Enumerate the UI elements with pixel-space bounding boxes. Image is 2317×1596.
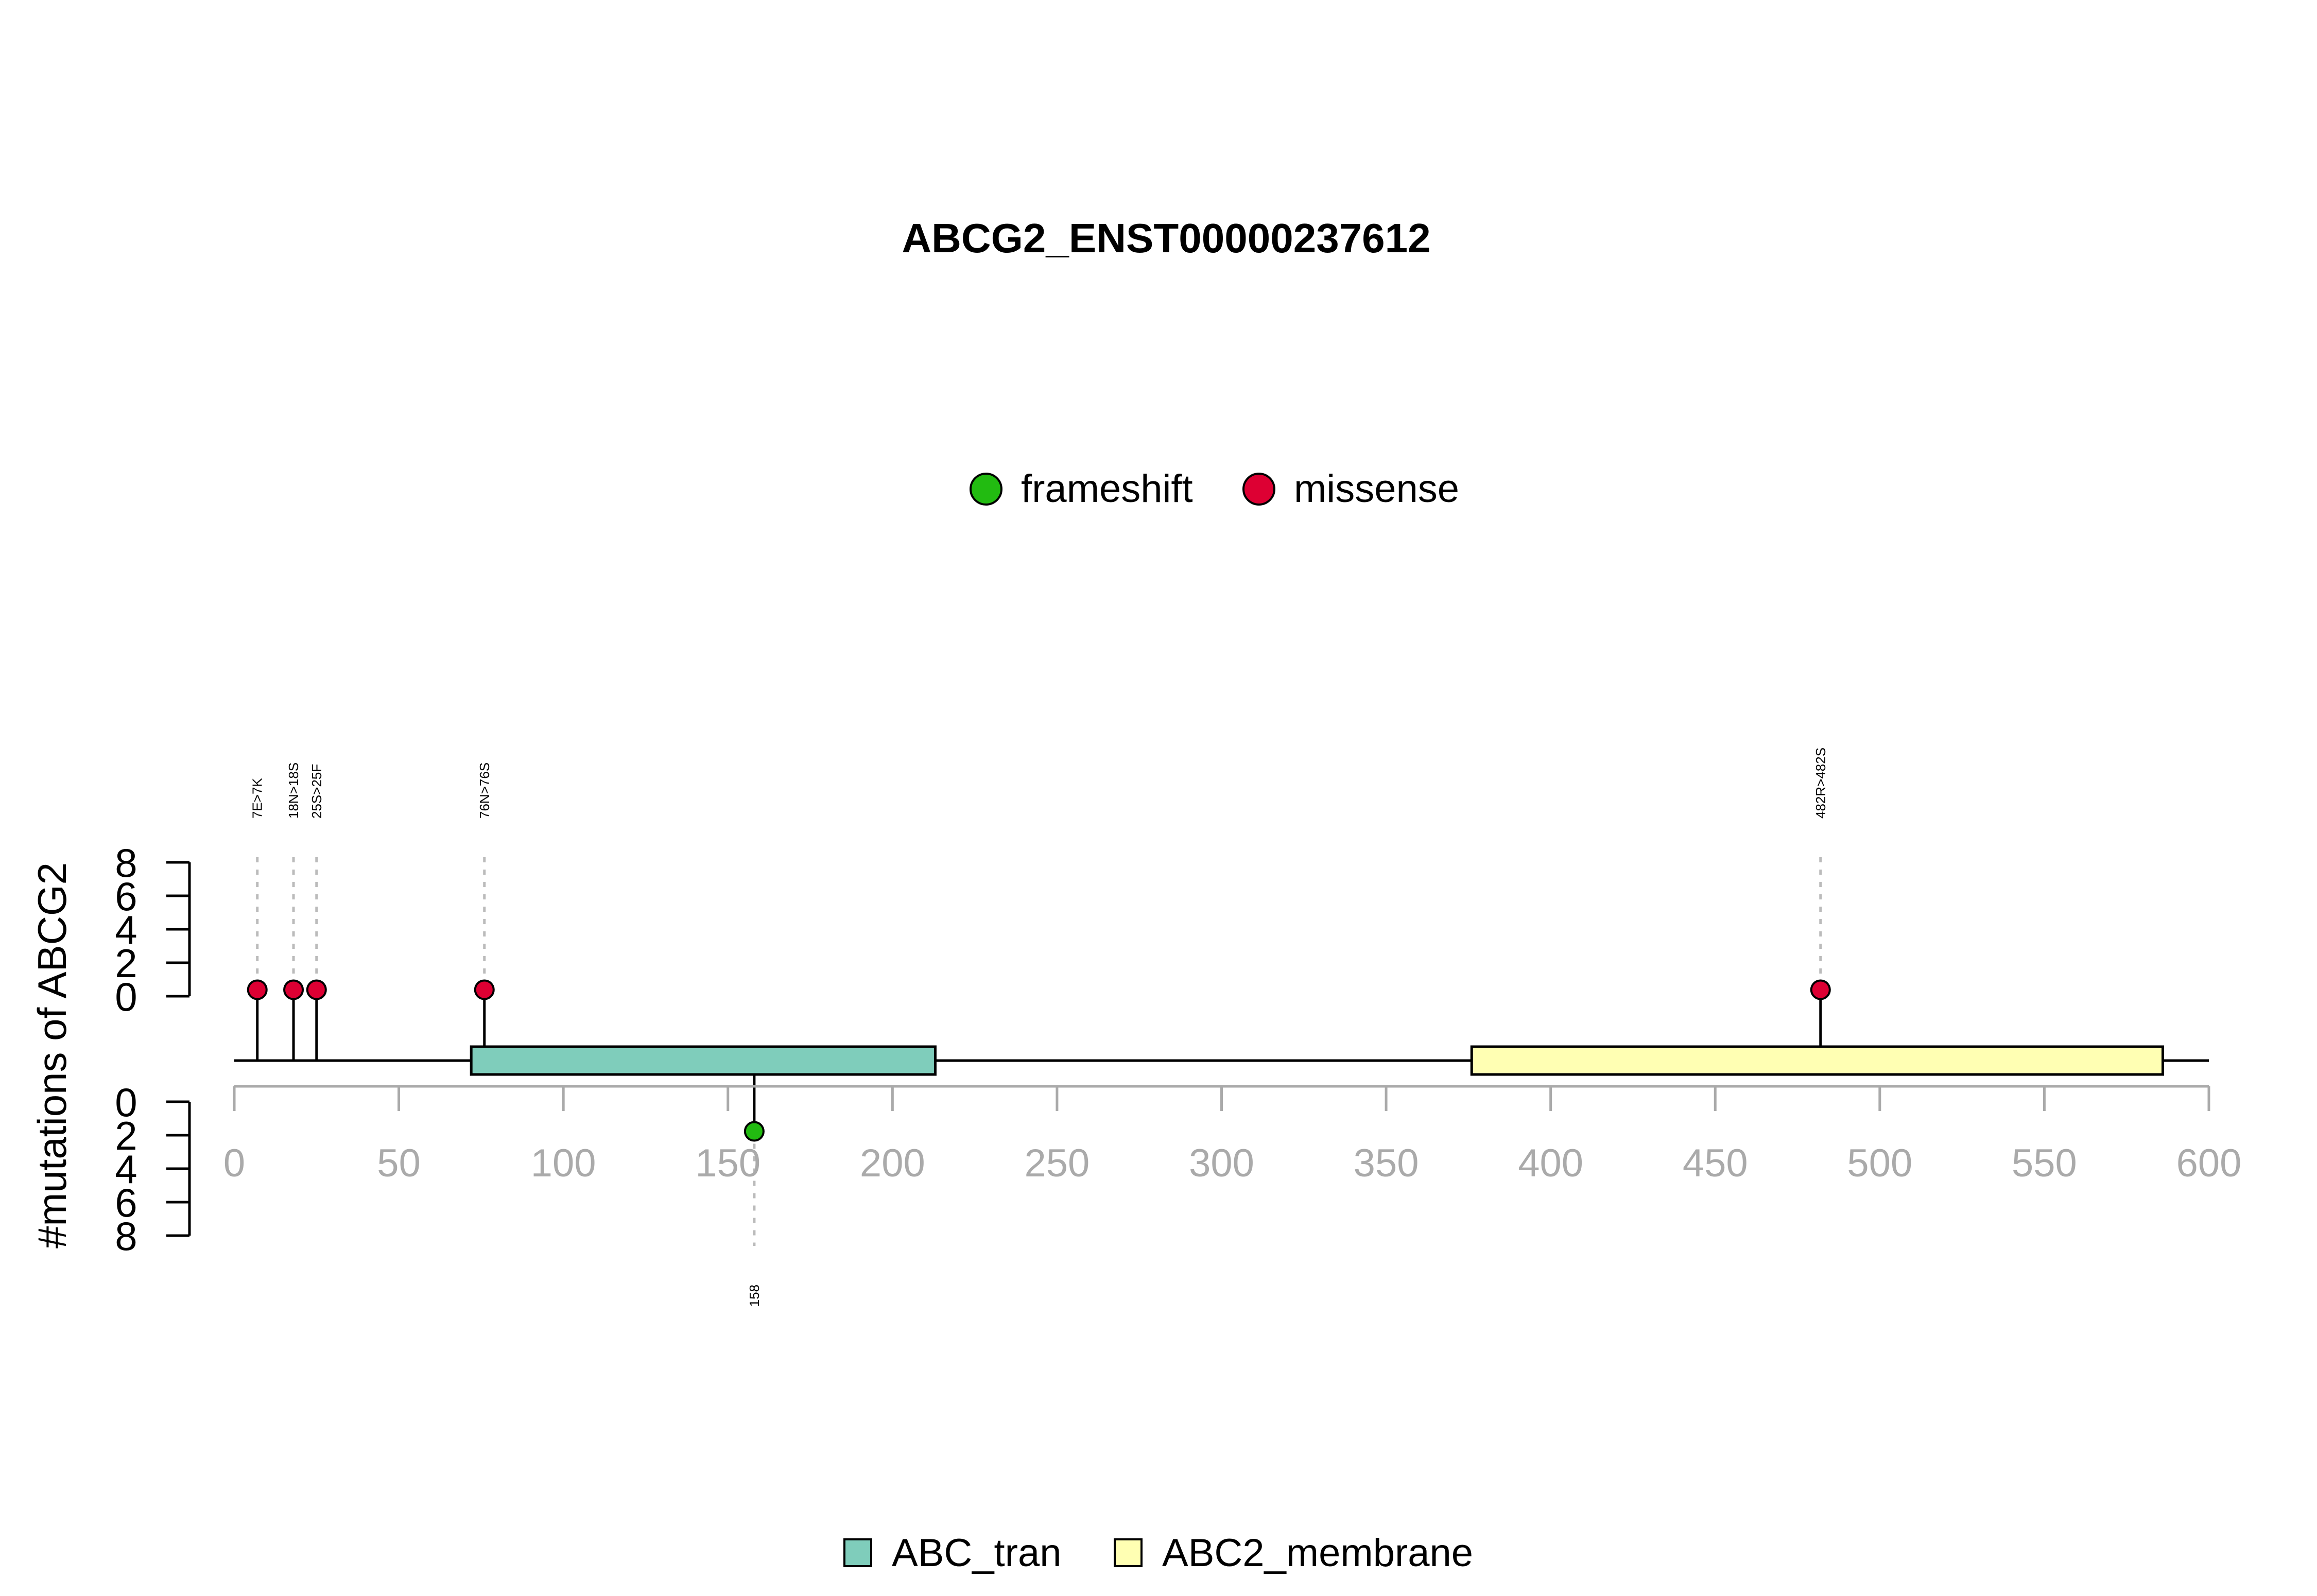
lollipop-heads bbox=[247, 979, 1831, 1142]
y-tick-label: 0 bbox=[115, 974, 137, 1019]
missense-point bbox=[247, 979, 268, 1000]
legend-frameshift-label: frameshift bbox=[1021, 467, 1193, 511]
x-tick-label: 50 bbox=[377, 1141, 421, 1185]
legend-mutation-types: frameshift missense bbox=[970, 467, 1459, 511]
x-axis: 0 50 100 150 200 250 300 350 400 450 500 550 600 bbox=[223, 1085, 2242, 1185]
chart-title: ABCG2_ENST00000237612 bbox=[902, 215, 1430, 261]
y-tick-label: 4 bbox=[115, 907, 137, 952]
x-tick-label: 0 bbox=[223, 1141, 245, 1185]
mutation-label: 482R>482S bbox=[1813, 748, 1828, 819]
y-tick-label: 2 bbox=[115, 941, 137, 986]
legend-missense-label: missense bbox=[1294, 467, 1459, 511]
x-tick-label: 400 bbox=[1518, 1141, 1583, 1185]
mutation-label: 158 bbox=[747, 1285, 762, 1307]
legend-ABC2_membrane-swatch bbox=[1114, 1538, 1143, 1567]
x-tick-label: 550 bbox=[2012, 1141, 2077, 1185]
x-tick-label: 250 bbox=[1025, 1141, 1090, 1185]
x-tick-label: 350 bbox=[1354, 1141, 1419, 1185]
y-tick-label: 0 bbox=[115, 1080, 137, 1125]
mutation-label: 7E>7K bbox=[250, 778, 265, 819]
frameshift-point bbox=[743, 1121, 765, 1142]
x-tick-label: 300 bbox=[1189, 1141, 1254, 1185]
x-tick-label: 100 bbox=[531, 1141, 596, 1185]
missense-point bbox=[474, 979, 495, 1000]
legend-missense-marker bbox=[1242, 473, 1275, 506]
missense-point bbox=[306, 979, 327, 1000]
protein-domains bbox=[470, 1045, 2165, 1076]
mutation-label: 25S>25F bbox=[309, 764, 324, 819]
y-tick-label: 8 bbox=[115, 840, 137, 886]
missense-point bbox=[283, 979, 304, 1000]
mutation-label: 76N>76S bbox=[477, 762, 492, 819]
domain-ABC_tran bbox=[470, 1045, 937, 1076]
x-tick-label: 450 bbox=[1683, 1141, 1748, 1185]
x-tick-label: 500 bbox=[1847, 1141, 1912, 1185]
x-tick-label: 600 bbox=[2176, 1141, 2242, 1185]
legend-ABC2_membrane-label: ABC2_membrane bbox=[1162, 1531, 1473, 1575]
y-tick-label: 2 bbox=[115, 1113, 137, 1158]
lollipop-stems bbox=[256, 990, 1822, 1132]
legend-domains: ABC_tran ABC2_membrane bbox=[843, 1531, 1473, 1575]
guide-lines bbox=[256, 857, 1822, 1246]
missense-point bbox=[1810, 979, 1831, 1000]
legend-ABC_tran-label: ABC_tran bbox=[892, 1531, 1062, 1575]
y-tick-label: 6 bbox=[115, 1180, 137, 1225]
y-tick-label: 4 bbox=[115, 1147, 137, 1192]
mutation-label: 18N>18S bbox=[286, 762, 301, 819]
y-tick-label: 6 bbox=[115, 874, 137, 919]
y-axis-label: #mutations of ABCG2 bbox=[29, 862, 75, 1248]
legend-ABC_tran-swatch bbox=[843, 1538, 872, 1567]
legend-frameshift-marker bbox=[970, 473, 1002, 506]
domain-ABC2_membrane bbox=[1470, 1045, 2165, 1076]
mutation-labels: 7E>7K 18N>18S 25S>25F 76N>76S 482R>482S 158 bbox=[250, 748, 1828, 1307]
y-tick-label: 8 bbox=[115, 1213, 137, 1259]
x-tick-label: 150 bbox=[695, 1141, 760, 1185]
x-tick-label: 200 bbox=[860, 1141, 925, 1185]
